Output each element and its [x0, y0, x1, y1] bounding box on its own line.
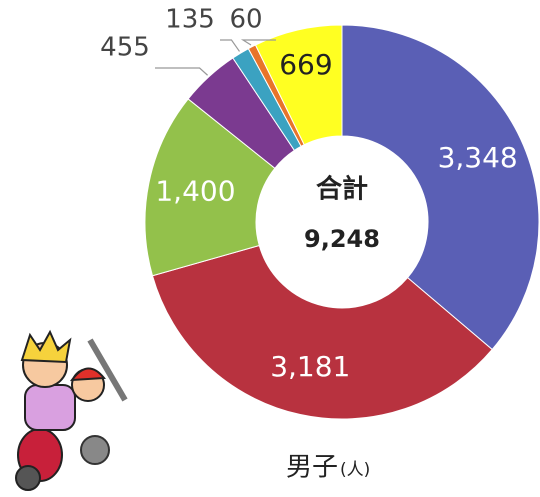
value-label: 3,348	[438, 141, 518, 174]
value-label: 3,181	[270, 350, 350, 383]
leader-line	[220, 39, 240, 52]
unit: (人)	[340, 460, 370, 480]
leader-line	[155, 67, 208, 76]
caption: 男子	[286, 453, 338, 483]
value-label: 60	[229, 5, 262, 35]
value-label: 135	[165, 5, 215, 35]
center-total: 9,248	[304, 225, 380, 253]
value-label: 455	[100, 33, 150, 63]
leader-line	[240, 39, 276, 46]
center-hole	[256, 136, 428, 308]
center-title: 合計	[316, 174, 368, 205]
value-label: 1,400	[155, 174, 235, 207]
value-label: 669	[279, 48, 332, 81]
cartoon	[15, 329, 128, 491]
